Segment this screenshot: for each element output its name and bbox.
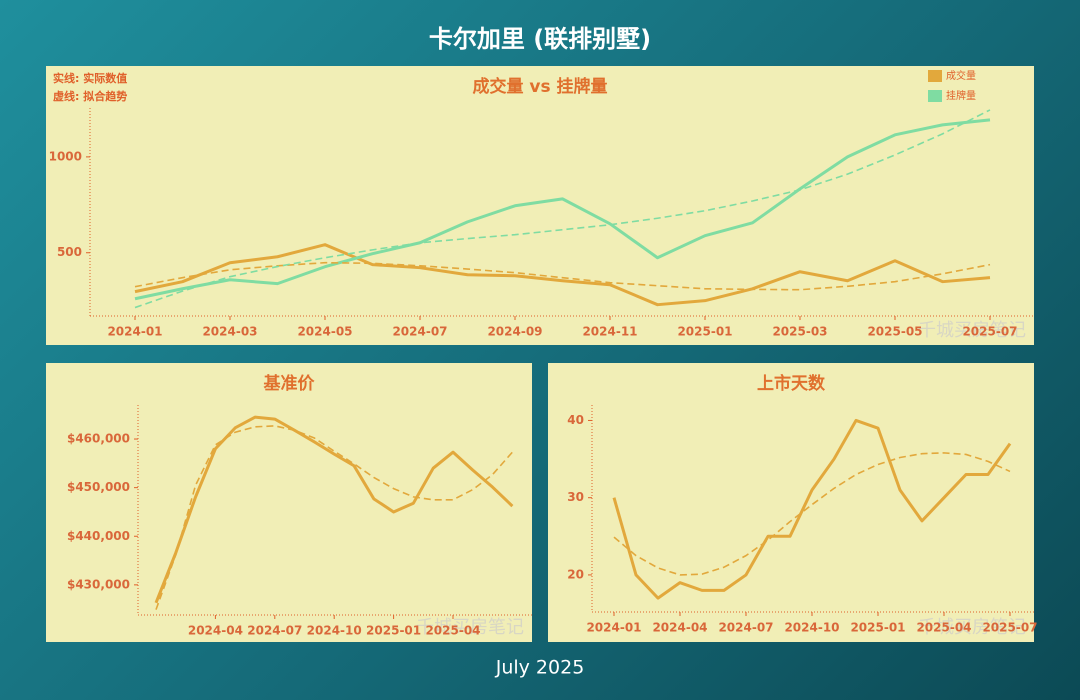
watermark: 千城买房笔记 [416, 617, 524, 638]
legend-label: 挂牌量 [946, 89, 976, 102]
x-tick-label: 2025-03 [772, 325, 827, 339]
x-tick-label: 2025-07 [962, 325, 1017, 339]
line [134, 243, 991, 307]
y-tick-label: 500 [57, 245, 82, 259]
y-tick-label: $460,000 [67, 432, 130, 446]
line [134, 118, 991, 301]
x-tick-label: 2024-04 [652, 621, 707, 635]
footer: July 2025 [495, 657, 585, 679]
x-tick-label: 2025-01 [850, 621, 905, 635]
x-tick-label: 2025-05 [867, 325, 922, 339]
chart-title: 上市天数 [757, 373, 826, 394]
line [612, 418, 1012, 600]
watermark: 千城买房笔记 [918, 320, 1026, 341]
legend-swatch [928, 90, 942, 102]
watermark: 千城买房笔记 [918, 617, 1026, 638]
panel [46, 363, 532, 642]
x-tick-label: 2024-05 [297, 325, 352, 339]
y-tick-label: $450,000 [67, 480, 130, 494]
x-tick-label: 2024-09 [487, 325, 542, 339]
x-tick-label: 2024-01 [107, 325, 162, 339]
y-tick-label: $440,000 [67, 529, 130, 543]
trend-line [134, 109, 991, 309]
legend-swatch [928, 70, 942, 82]
panel [46, 66, 1034, 345]
y-tick-label: 40 [567, 413, 584, 427]
x-tick-label: 2024-04 [188, 624, 243, 638]
chart-title: 基准价 [263, 373, 316, 394]
panel [548, 363, 1034, 642]
x-tick-label: 2025-04 [916, 621, 971, 635]
page-title: 卡尔加里 (联排别墅) [429, 25, 651, 53]
x-tick-label: 2024-07 [392, 325, 447, 339]
x-tick-label: 2025-01 [366, 624, 421, 638]
x-tick-label: 2025-01 [677, 325, 732, 339]
y-tick-label: 30 [567, 490, 584, 504]
line [154, 415, 514, 604]
y-tick-label: 20 [567, 567, 584, 581]
annotation: 虚线: 拟合趋势 [53, 89, 127, 103]
annotation: 实线: 实际数值 [53, 71, 127, 85]
legend-label: 成交量 [946, 69, 976, 82]
y-tick-label: 1000 [49, 149, 82, 163]
x-tick-label: 2025-07 [982, 621, 1037, 635]
x-tick-label: 2024-03 [202, 325, 257, 339]
x-tick-label: 2024-11 [582, 325, 637, 339]
x-tick-label: 2024-01 [586, 621, 641, 635]
x-tick-label: 2024-07 [718, 621, 773, 635]
x-tick-label: 2024-07 [247, 624, 302, 638]
chart-title: 成交量 vs 挂牌量 [472, 76, 607, 97]
x-tick-label: 2024-10 [784, 621, 839, 635]
y-tick-label: $430,000 [67, 577, 130, 591]
x-tick-label: 2024-10 [307, 624, 362, 638]
trend-line [613, 452, 1011, 576]
x-tick-label: 2025-04 [425, 624, 480, 638]
